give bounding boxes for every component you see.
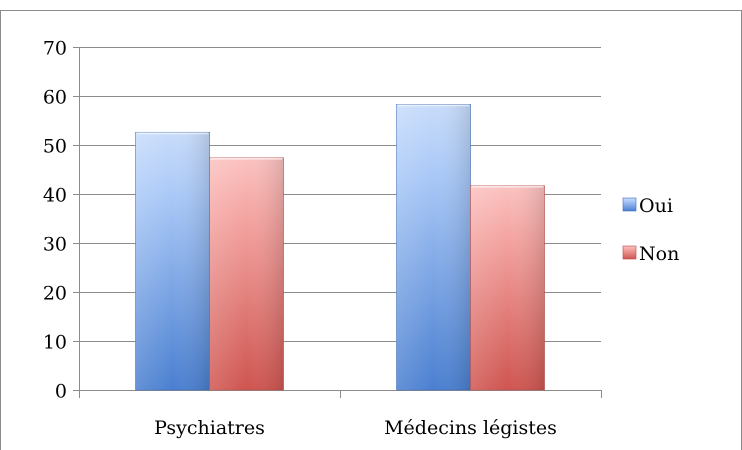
y-tick-label: 40 xyxy=(43,185,67,207)
legend-swatch xyxy=(622,245,637,260)
legend-item-oui: Oui xyxy=(622,195,673,217)
bar-oui-0 xyxy=(135,131,210,391)
legend-label: Non xyxy=(639,243,679,265)
y-tick-label: 10 xyxy=(43,332,67,354)
legend: Oui Non xyxy=(622,195,679,265)
y-tick-label: 20 xyxy=(43,283,67,305)
y-tick-label: 50 xyxy=(43,136,67,158)
legend-swatch xyxy=(622,197,637,212)
axes xyxy=(73,47,602,398)
y-tick-label: 30 xyxy=(43,234,67,256)
category-labels: Psychiatres Médecins légistes xyxy=(154,417,557,439)
x-category-label: Médecins légistes xyxy=(384,417,557,439)
y-tick-label: 60 xyxy=(43,87,67,109)
y-tick-label: 0 xyxy=(55,381,67,403)
legend-item-non: Non xyxy=(622,243,679,265)
y-tick-labels: 0 10 20 30 40 50 60 70 xyxy=(43,38,67,403)
chart-frame xyxy=(0,10,742,450)
y-tick-label: 70 xyxy=(43,38,67,60)
bar-non-0 xyxy=(209,157,284,391)
x-category-label: Psychiatres xyxy=(154,417,265,439)
legend-label: Oui xyxy=(639,195,673,217)
bar-oui-1 xyxy=(396,104,471,391)
bar-non-1 xyxy=(470,185,545,391)
bars xyxy=(135,104,545,391)
